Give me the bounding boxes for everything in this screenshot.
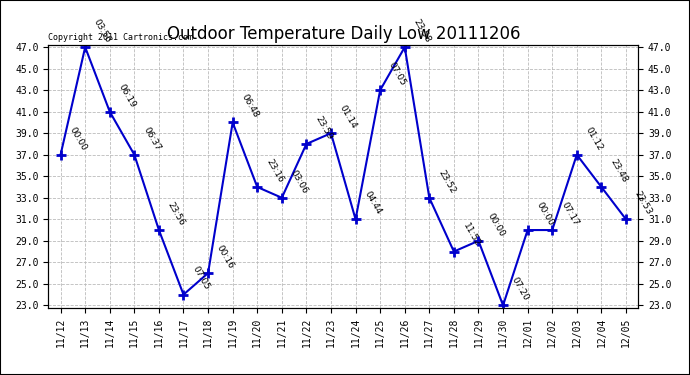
Text: 07:05: 07:05 <box>190 265 211 292</box>
Text: 23:59: 23:59 <box>313 114 334 141</box>
Text: 07:20: 07:20 <box>510 276 531 303</box>
Text: 00:00: 00:00 <box>535 200 555 227</box>
Text: 01:14: 01:14 <box>338 104 359 130</box>
Text: 06:48: 06:48 <box>239 93 260 120</box>
Text: 23:58: 23:58 <box>412 18 433 44</box>
Text: 00:16: 00:16 <box>215 243 236 270</box>
Text: 03:56: 03:56 <box>92 18 113 44</box>
Text: 11:52: 11:52 <box>461 222 482 249</box>
Text: 23:53: 23:53 <box>633 190 653 216</box>
Text: 03:06: 03:06 <box>289 168 310 195</box>
Text: 06:19: 06:19 <box>117 82 137 109</box>
Text: 23:56: 23:56 <box>166 201 186 227</box>
Text: 23:48: 23:48 <box>609 158 629 184</box>
Text: 07:17: 07:17 <box>559 200 580 227</box>
Title: Outdoor Temperature Daily Low 20111206: Outdoor Temperature Daily Low 20111206 <box>166 26 520 44</box>
Text: 06:37: 06:37 <box>141 125 162 152</box>
Text: 00:00: 00:00 <box>68 125 88 152</box>
Text: 23:52: 23:52 <box>436 168 457 195</box>
Text: 01:12: 01:12 <box>584 125 604 152</box>
Text: 04:44: 04:44 <box>362 190 383 216</box>
Text: Copyright 2011 Cartronics.com: Copyright 2011 Cartronics.com <box>48 33 193 42</box>
Text: 07:05: 07:05 <box>387 60 408 87</box>
Text: 23:16: 23:16 <box>264 158 285 184</box>
Text: 00:00: 00:00 <box>486 211 506 238</box>
